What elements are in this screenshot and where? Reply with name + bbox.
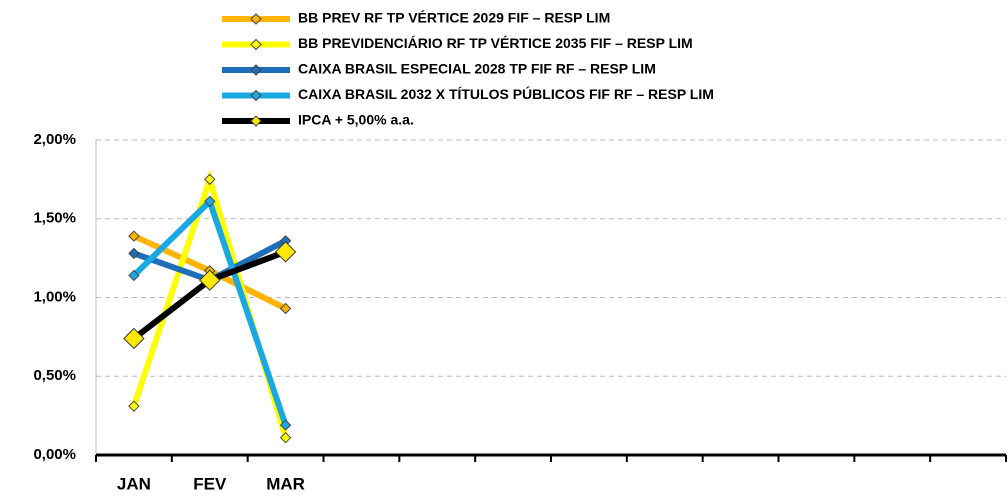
legend-label: CAIXA BRASIL ESPECIAL 2028 TP FIF RF – R… — [298, 61, 656, 77]
y-tick-label: 1,50% — [33, 210, 76, 227]
legend-label: CAIXA BRASIL 2032 X TÍTULOS PÚBLICOS FIF… — [298, 85, 714, 102]
y-tick-label: 1,00% — [33, 288, 76, 305]
data-point — [204, 195, 216, 208]
data-point — [128, 230, 140, 242]
y-tick-label: 0,50% — [33, 367, 76, 384]
data-point — [199, 269, 221, 291]
x-tick-label: FEV — [193, 474, 227, 493]
x-tick-label: MAR — [266, 474, 305, 493]
x-tick-label: JAN — [117, 474, 151, 493]
legend-marker — [250, 89, 262, 102]
data-point — [274, 241, 297, 263]
legend-label: BB PREV RF TP VÉRTICE 2029 FIF – RESP LI… — [298, 10, 610, 26]
legend-marker — [250, 64, 262, 76]
data-point — [279, 419, 292, 431]
data-point — [279, 302, 292, 315]
legend-marker — [250, 115, 262, 127]
data-point — [128, 269, 140, 282]
series-line — [131, 195, 289, 427]
legend-marker — [250, 13, 262, 25]
series-line — [131, 169, 289, 439]
legend-label: IPCA + 5,00% a.a. — [298, 112, 414, 128]
data-point — [279, 431, 292, 444]
data-point — [204, 173, 216, 186]
legend-marker — [250, 38, 262, 51]
y-tick-label: 0,00% — [33, 446, 76, 463]
data-point — [128, 400, 140, 412]
data-point — [123, 327, 145, 350]
legend-label: BB PREVIDENCIÁRIO RF TP VÉRTICE 2035 FIF… — [298, 35, 693, 51]
data-point — [128, 247, 140, 260]
y-tick-label: 2,00% — [33, 131, 76, 148]
